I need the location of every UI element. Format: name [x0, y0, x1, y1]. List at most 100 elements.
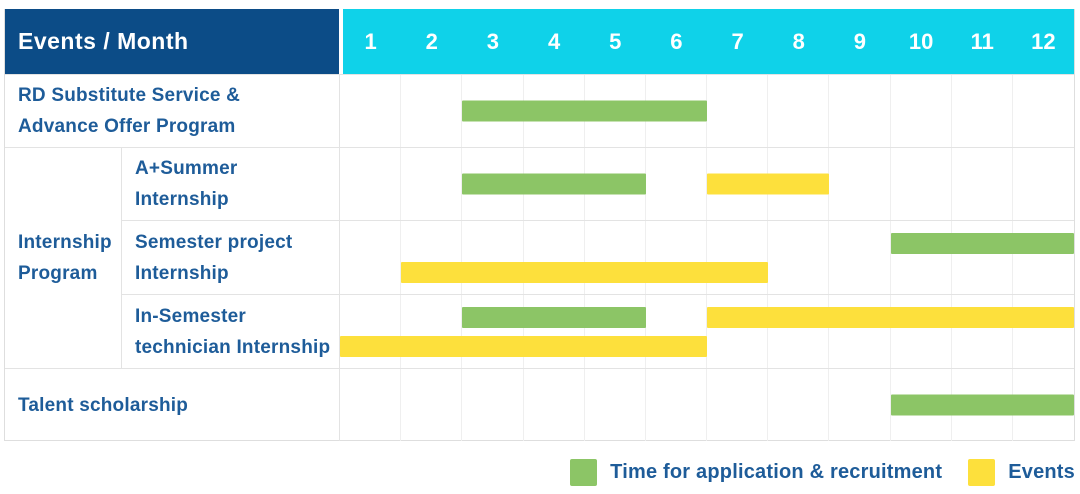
bar-application-recruitment: [462, 100, 707, 122]
month-header-2: 2: [425, 28, 438, 54]
header-title-cell: Events / Month: [5, 9, 339, 74]
table-header-row: Events / Month 1 2 3 4 5 6 7 8 9 10 11 12: [5, 9, 1074, 74]
month-cell: [585, 295, 646, 368]
month-cell: [524, 295, 585, 368]
month-header-grid: 1 2 3 4 5 6 7 8 9 10 11 12: [340, 9, 1074, 74]
month-cell: [1013, 148, 1074, 220]
legend-item-application: Time for application & recruitment: [570, 459, 942, 486]
bar-application-recruitment: [462, 307, 646, 328]
timeline-in-semester-technician-internship: [339, 294, 1074, 368]
month-header-6: 6: [670, 28, 683, 54]
timeline-rd-substitute-service: [339, 74, 1074, 147]
month-cell: [1013, 221, 1074, 294]
month-cell: [1013, 295, 1074, 368]
legend-label-events: Events: [1008, 461, 1075, 483]
month-header-band: 1 2 3 4 5 6 7 8 9 10 11 12: [343, 9, 1074, 74]
month-cell: [340, 295, 402, 368]
month-cell: [524, 221, 585, 294]
month-cell: [401, 148, 463, 220]
month-cell: [707, 369, 769, 441]
legend-swatch-green: [570, 459, 598, 486]
month-cell: [340, 369, 402, 441]
month-header-9: 9: [853, 28, 867, 54]
events-month-table: Events / Month 1 2 3 4 5 6 7 8 9 10 11 12 RD Substi…: [4, 9, 1075, 441]
legend-swatch-yellow: [968, 459, 996, 486]
timeline-semester-project-internship: [339, 220, 1074, 294]
month-header-12: 12: [1031, 28, 1056, 54]
month-cell: [646, 369, 707, 441]
row-label-line: In-Semester: [135, 305, 246, 327]
bar-events: [401, 262, 769, 283]
bar-events: [707, 173, 830, 195]
month-header-10: 10: [908, 28, 934, 54]
group-label-line: Program: [18, 263, 98, 284]
month-cell: [707, 221, 769, 294]
month-cell: [585, 369, 646, 441]
row-label-rd-substitute-service: RD Substitute Service & Advance Offer Pro…: [5, 74, 339, 147]
bar-application-recruitment: [890, 394, 1074, 416]
legend: Time for application & recruitment Event…: [570, 459, 1075, 486]
month-cell: [952, 295, 1013, 368]
month-header-7: 7: [731, 28, 744, 54]
month-cell: [462, 221, 524, 294]
bar-events: [707, 307, 1074, 328]
month-cell: [462, 369, 524, 441]
timeline-a-plus-summer-internship: [339, 147, 1074, 220]
month-cell: [401, 221, 463, 294]
month-cell: [401, 369, 463, 441]
row-label-semester-project-internship: Semester project Internship: [121, 220, 339, 294]
month-cell: [1013, 75, 1074, 147]
month-cell: [891, 148, 952, 220]
row-label-line: Talent scholarship: [18, 394, 189, 416]
month-header-3: 3: [486, 28, 500, 54]
month-cell: [829, 221, 891, 294]
group-label-internship-program: Internship Program: [5, 147, 121, 368]
legend-item-events: Events: [968, 459, 1075, 486]
month-cell: [768, 295, 830, 368]
row-label-line: A+Summer: [135, 158, 238, 179]
row-label-line: Advance Offer Program: [18, 116, 236, 137]
month-cell: [829, 75, 891, 147]
group-label-line: Internship: [18, 232, 112, 253]
month-cell: [768, 221, 830, 294]
row-label-line: RD Substitute Service &: [18, 85, 241, 106]
month-header-4: 4: [547, 28, 561, 54]
row-label-in-semester-technician-internship: In-Semester technician Internship: [121, 294, 339, 368]
row-label-line: technician Internship: [135, 336, 331, 358]
bar-application-recruitment: [462, 173, 646, 195]
month-cell: [340, 221, 402, 294]
month-cell: [401, 75, 463, 147]
legend-label-application: Time for application & recruitment: [610, 461, 943, 483]
month-cell: [340, 148, 402, 220]
month-cell: [891, 295, 952, 368]
month-header-11: 11: [970, 28, 994, 54]
month-header-8: 8: [792, 28, 805, 54]
month-cell: [707, 75, 769, 147]
month-cell: [768, 75, 830, 147]
month-cell: [952, 75, 1013, 147]
month-cell: [891, 75, 952, 147]
month-cell: [340, 75, 402, 147]
month-cell: [646, 295, 707, 368]
month-cell: [401, 295, 463, 368]
month-cell: [585, 221, 646, 294]
header-title: Events / Month: [18, 28, 189, 54]
month-cell: [891, 221, 952, 294]
month-cell: [829, 295, 891, 368]
bar-events: [340, 336, 707, 357]
month-cell: [646, 221, 707, 294]
month-cell: [768, 369, 830, 441]
month-cell: [952, 148, 1013, 220]
month-header-5: 5: [609, 28, 622, 54]
month-cell: [524, 369, 585, 441]
row-label-line: Internship: [135, 189, 229, 210]
timeline-talent-scholarship: [339, 368, 1074, 441]
month-cell: [829, 148, 891, 220]
bar-application-recruitment: [890, 233, 1074, 254]
row-label-line: Semester project: [135, 231, 293, 253]
row-label-talent-scholarship: Talent scholarship: [5, 368, 339, 441]
row-label-a-plus-summer-internship: A+Summer Internship: [121, 147, 339, 220]
month-cell: [707, 295, 769, 368]
month-cell: [952, 221, 1013, 294]
